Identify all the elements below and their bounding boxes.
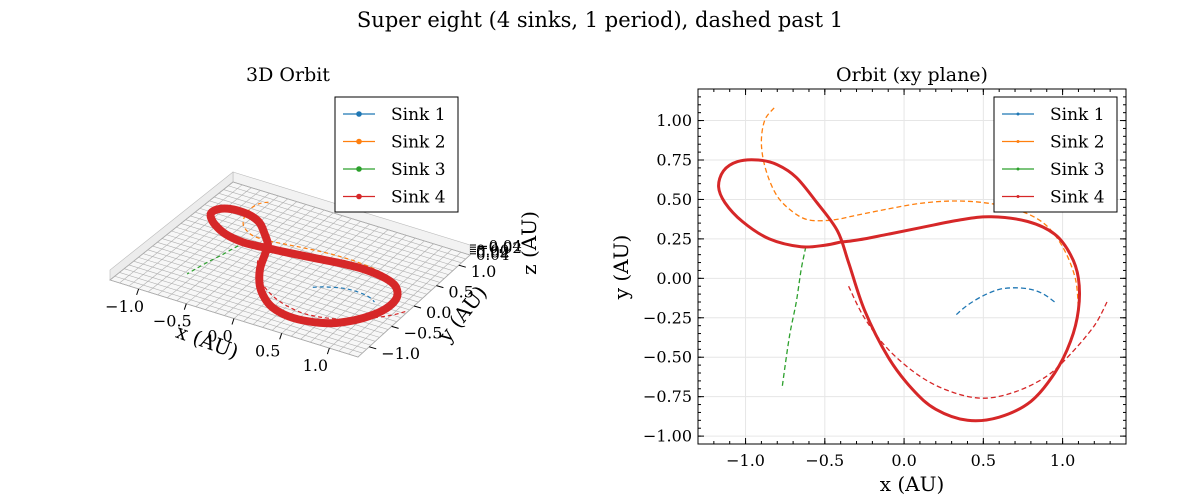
orbit-xy-legend-marker-sink-3 (1016, 167, 1020, 171)
orbit-3d-xtick (183, 303, 187, 310)
orbit-3d-legend-frame (334, 96, 459, 213)
orbit-xy-ytick-label: 0.00 (656, 269, 692, 288)
orbit-xy-xtick-label: 0.0 (891, 451, 916, 470)
orbit-3d-legend-label-sink-1: Sink 1 (391, 105, 446, 125)
orbit-3d-ytick-label: 0.5 (448, 283, 473, 302)
orbit-3d-ytick (436, 285, 444, 289)
orbit-3d-xtick-label: 0.0 (207, 327, 232, 346)
orbit-3d-ztick-label: 0.02 (476, 244, 509, 262)
orbit-xy-ytick-label: −0.75 (643, 387, 692, 406)
orbit-xy-legend-label-sink-3: Sink 3 (1050, 160, 1105, 180)
orbit-xy-legend-marker-sink-1 (1016, 112, 1020, 116)
orbit-3d-grid-line-y (223, 189, 462, 264)
orbit-3d-ytick (369, 346, 377, 350)
orbit-3d-legend-marker-sink-1 (356, 111, 362, 117)
orbit-3d-legend-label-sink-3: Sink 3 (391, 160, 446, 180)
orbit-3d-axes: −1.0−0.50.00.51.0−1.0−0.50.00.51.0−0.04−… (105, 237, 522, 375)
orbit-3d-ztick-label: −0.02 (476, 239, 522, 257)
orbit-xy-title: Orbit (xy plane) (836, 64, 988, 86)
orbit-xy-ytick-label: −0.25 (643, 308, 692, 327)
orbit-xy-tail-sink-2 (760, 107, 1080, 310)
orbit-3d-xtick-label: −1.0 (105, 297, 144, 316)
orbit-xy-xtick-label: 0.5 (971, 451, 996, 470)
orbit-3d-grid-line-y (218, 193, 458, 268)
orbit-3d-ytick-label: −1.0 (381, 344, 420, 363)
orbit-3d-panel: 3D Orbit −1.0−0.50.00.51.0−1.0−0.50.00.5… (105, 64, 541, 375)
orbit-3d-tail-sink-1 (312, 286, 375, 303)
orbit-3d-legend-marker-sink-4 (356, 193, 362, 200)
orbit-xy-xtick-label: −0.5 (805, 451, 844, 470)
orbit-xy-xtick-label: −1.0 (726, 451, 765, 470)
orbit-3d-ztick-label: 0.04 (476, 246, 509, 264)
orbit-3d-ytick (391, 325, 399, 329)
orbit-3d-legend-marker-sink-2 (356, 138, 362, 145)
orbit-3d-grid-line-y (213, 196, 453, 271)
orbit-3d-title: 3D Orbit (246, 64, 330, 86)
orbit-xy-ticks: −1.0 −0.5 0.0 0.5 1.0 1.00 0.75 0.50 0.25 0.00 −0.… (643, 88, 1127, 470)
orbit-3d-xtick (326, 347, 330, 355)
orbit-xy-ytick-label: −0.50 (643, 348, 692, 367)
orbit-3d-grid-line-y (232, 181, 471, 256)
orbit-xy-tail-sink-1 (955, 287, 1056, 316)
orbit-3d-grid-line-y (228, 185, 466, 260)
orbit-xy-frame (697, 88, 1127, 445)
orbit-3d-grid-line-y (199, 208, 440, 283)
orbit-xy-ytick-label: 0.25 (656, 229, 692, 248)
orbit-xy-ytick-label: 0.50 (656, 190, 692, 209)
orbit-xy-legend: Sink 1 Sink 2 Sink 3 Sink 4 (993, 96, 1118, 213)
orbit-xy-main-path (717, 158, 1081, 423)
orbit-3d-zlabel: z (AU) (517, 211, 541, 275)
orbit-3d-ztick-label: −0.04 (476, 237, 522, 255)
orbit-3d-ytick (413, 305, 422, 309)
orbit-3d-ztick-label: 0.00 (476, 241, 509, 259)
orbit-3d-grid-line-y (195, 211, 436, 287)
orbit-3d-grid-line-x (319, 243, 434, 346)
orbit-xy-grid (698, 89, 1126, 444)
orbit-xy-tail-sink-3 (781, 246, 807, 389)
orbit-3d-ytick-label: 0.0 (426, 303, 451, 322)
orbit-3d-ytick-label: −0.5 (404, 323, 443, 342)
orbit-xy-legend-frame (993, 96, 1118, 213)
orbit-3d-grid-line-x (329, 246, 443, 349)
orbit-xy-ylabel: y (AU) (609, 235, 633, 301)
orbit-3d-tail-sink-3 (186, 242, 245, 275)
orbit-3d-legend-marker-sink-3 (356, 166, 362, 172)
orbit-xy-legend-label-sink-2: Sink 2 (1050, 133, 1105, 153)
orbit-3d-grid-line-x (243, 221, 361, 322)
orbit-3d-main-path (206, 204, 402, 328)
orbit-3d-xtick (136, 288, 140, 296)
orbit-3d-legend-label-sink-4: Sink 4 (391, 188, 446, 208)
orbit-xy-tails (760, 107, 1108, 399)
orbit-xy-legend-label-sink-4: Sink 4 (1050, 188, 1105, 208)
orbit-3d-xtick (231, 318, 235, 325)
orbit-3d-ytick (458, 264, 466, 268)
orbit-xy-ytick-label: 1.00 (656, 111, 692, 130)
orbit-xy-xlabel: x (AU) (880, 472, 945, 496)
orbit-3d-legend: Sink 1 Sink 2 Sink 3 Sink 4 (334, 96, 459, 213)
orbit-xy-legend-marker-sink-4 (1016, 195, 1020, 198)
orbit-xy-legend-label-sink-1: Sink 1 (1050, 105, 1105, 125)
figure-suptitle: Super eight (4 sinks, 1 period), dashed … (357, 8, 843, 32)
orbit-xy-legend-marker-sink-2 (1016, 140, 1020, 143)
orbit-3d-xtick-label: 0.5 (255, 341, 280, 360)
orbit-3d-grid-line-x (348, 251, 462, 355)
orbit-3d-xtick (279, 333, 283, 340)
orbit-xy-panel: Orbit (xy plane) −1.0 −0.5 0.0 0.5 1.0 1.00 0.… (609, 64, 1127, 496)
orbit-3d-legend-label-sink-2: Sink 2 (391, 133, 446, 153)
orbit-xy-ytick-label: −1.00 (643, 427, 692, 446)
orbit-xy-xtick-label: 1.0 (1050, 451, 1075, 470)
orbit-3d-xtick-label: 1.0 (303, 356, 328, 375)
orbit-xy-ytick-label: 0.75 (656, 151, 692, 170)
orbit-3d-grid-line-y (176, 226, 419, 303)
orbit-3d-grid-line-y (171, 230, 415, 307)
orbit-3d-ytick-label: 1.0 (471, 262, 496, 281)
orbit-xy-tail-sink-4 (848, 285, 1108, 399)
orbit-3d-xtick-label: −0.5 (153, 312, 192, 331)
